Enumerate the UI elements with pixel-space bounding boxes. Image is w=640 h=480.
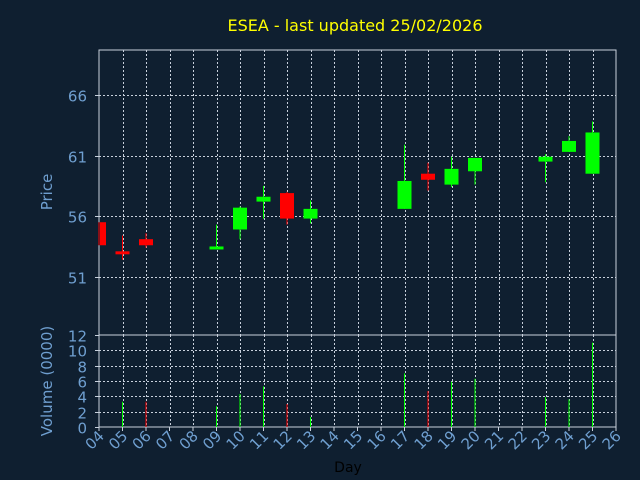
candle bbox=[444, 156, 459, 188]
candle-body bbox=[585, 132, 600, 174]
volume-axis-label: Volume (0000) bbox=[38, 326, 56, 436]
candle bbox=[538, 154, 553, 183]
candle-body bbox=[538, 156, 553, 162]
candle bbox=[209, 224, 224, 250]
candle-body bbox=[303, 208, 318, 219]
candle-body bbox=[115, 251, 130, 255]
candle bbox=[421, 162, 435, 191]
candle bbox=[585, 121, 600, 174]
candlestick-series bbox=[98, 121, 600, 260]
candle-body bbox=[100, 222, 106, 246]
volume-tick-label: 12 bbox=[68, 328, 87, 346]
volume-tick-label: 8 bbox=[77, 359, 87, 377]
price-gridlines bbox=[99, 50, 616, 335]
chart-title: ESEA - last updated 25/02/2026 bbox=[227, 16, 482, 35]
volume-tick-label: 10 bbox=[68, 343, 87, 361]
candle bbox=[256, 185, 271, 219]
volume-tick-label: 6 bbox=[77, 374, 87, 392]
candle-body bbox=[397, 180, 412, 209]
candle-body bbox=[444, 168, 459, 185]
price-tick-label: 61 bbox=[68, 149, 87, 167]
price-tick-label: 66 bbox=[68, 88, 87, 106]
volume-bar-series bbox=[122, 342, 593, 427]
candle bbox=[98, 222, 106, 246]
candle bbox=[233, 206, 247, 240]
price-y-ticks: 51 56 61 66 bbox=[68, 88, 99, 288]
volume-tick-label: 2 bbox=[77, 405, 87, 423]
candle-body bbox=[280, 193, 294, 219]
x-axis-ticks: 0405060708091011121314151617181920212223… bbox=[82, 427, 625, 453]
candle-body bbox=[233, 207, 247, 230]
candle-body bbox=[209, 246, 224, 250]
volume-tick-label: 4 bbox=[77, 389, 87, 407]
price-tick-label: 51 bbox=[68, 270, 87, 288]
candle-body bbox=[256, 196, 271, 202]
candle bbox=[468, 157, 482, 185]
candle-body bbox=[421, 173, 435, 180]
price-axis-label: Price bbox=[38, 174, 56, 211]
x-axis-label: Day bbox=[334, 460, 362, 476]
candle bbox=[562, 136, 576, 152]
candle bbox=[115, 235, 130, 260]
volume-tick-label: 0 bbox=[77, 420, 87, 438]
candle bbox=[280, 191, 294, 225]
candle bbox=[397, 144, 412, 209]
candle bbox=[139, 233, 153, 248]
price-tick-label: 56 bbox=[68, 209, 87, 227]
candle-body bbox=[562, 140, 576, 152]
candle-body bbox=[468, 157, 482, 172]
candle bbox=[303, 200, 318, 224]
candle-body bbox=[139, 239, 153, 246]
